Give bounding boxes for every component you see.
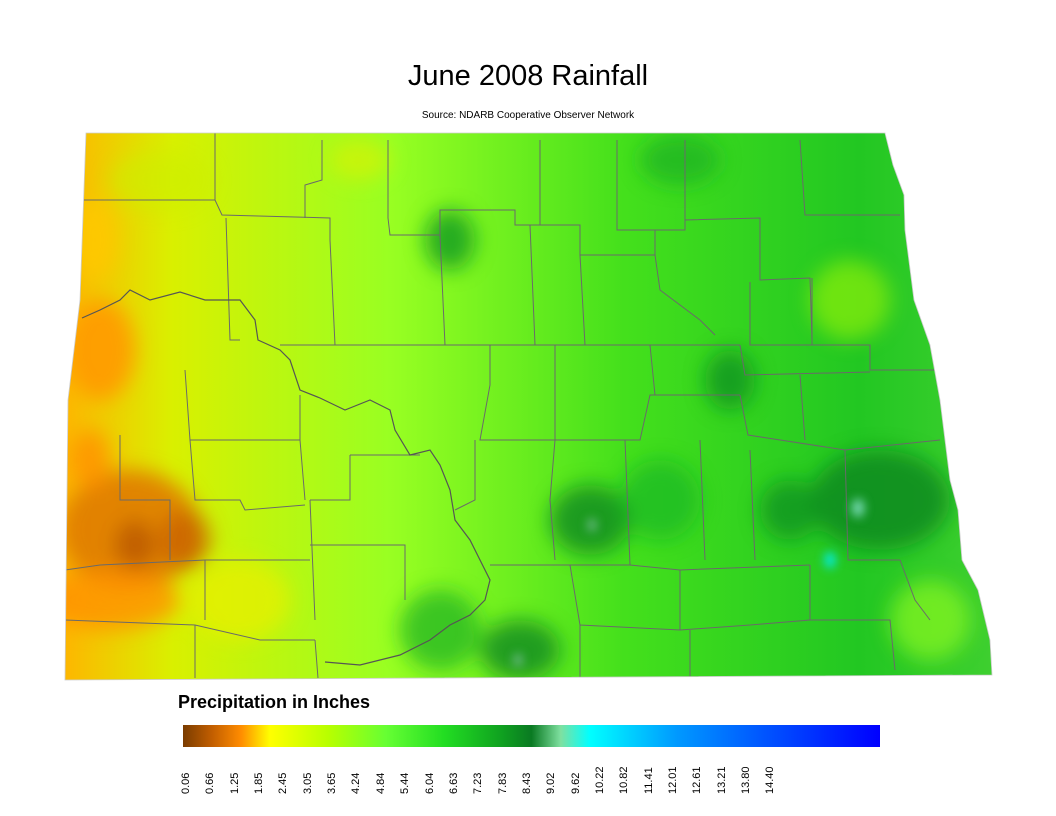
legend-tick: 7.83 <box>495 756 509 796</box>
legend-tick: 13.80 <box>738 756 752 796</box>
legend-tick-label: 5.44 <box>399 772 412 794</box>
legend-tick: 11.41 <box>641 756 655 796</box>
legend-tick: 5.44 <box>397 756 411 796</box>
legend-tick-label: 6.04 <box>423 772 436 794</box>
legend-tick-label: 0.66 <box>204 772 217 794</box>
legend-tick-label: 13.21 <box>715 766 728 794</box>
legend-tick-label: 1.85 <box>253 772 266 794</box>
legend-tick: 6.63 <box>446 756 460 796</box>
legend-color-bar <box>183 725 880 747</box>
legend-tick: 2.45 <box>275 756 289 796</box>
map-subtitle: Source: NDARB Cooperative Observer Netwo… <box>421 110 635 121</box>
legend-tick-label: 7.23 <box>472 772 485 794</box>
legend-tick-label: 4.24 <box>350 772 363 794</box>
legend-tick-label: 4.84 <box>374 772 387 794</box>
legend-tick: 13.21 <box>714 756 728 796</box>
legend-tick-label: 10.22 <box>593 766 606 794</box>
legend-tick: 4.24 <box>348 756 362 796</box>
legend-tick-label: 1.25 <box>228 772 241 794</box>
legend-tick-label: 0.06 <box>180 772 192 794</box>
legend-tick: 1.85 <box>251 756 265 796</box>
legend-tick: 12.61 <box>689 756 703 796</box>
legend-tick-label: 6.63 <box>447 772 460 794</box>
precipitation-surface <box>65 133 992 680</box>
missouri-river <box>81 289 491 666</box>
legend-tick-label: 11.41 <box>642 767 655 794</box>
legend-tick: 0.06 <box>178 756 192 796</box>
legend-tick: 1.25 <box>227 756 241 796</box>
legend-tick-label: 9.62 <box>569 772 582 794</box>
legend-tick-label: 14.40 <box>764 766 777 794</box>
legend-tick: 8.43 <box>519 756 533 796</box>
legend-tick: 0.66 <box>202 756 216 796</box>
legend-tick: 6.04 <box>422 756 436 796</box>
legend-tick: 7.23 <box>470 756 484 796</box>
legend-tick-label: 13.80 <box>740 766 753 794</box>
legend-tick-label: 7.83 <box>496 772 509 794</box>
legend-tick-label: 12.01 <box>667 766 679 794</box>
legend-tick-label: 12.61 <box>691 766 704 794</box>
map-title: June 2008 Rainfall <box>407 60 649 92</box>
legend-tick: 10.22 <box>592 756 606 796</box>
legend-tick-label: 10.82 <box>618 766 631 794</box>
legend-tick: 3.65 <box>324 756 338 796</box>
legend-tick-label: 3.05 <box>301 772 314 794</box>
legend-tick: 9.02 <box>543 756 557 796</box>
legend-tick: 10.82 <box>616 756 630 796</box>
legend-tick-label: 2.45 <box>277 772 290 794</box>
legend-tick: 14.40 <box>762 756 776 796</box>
legend-tick-label: 3.65 <box>326 772 339 794</box>
legend-tick: 9.62 <box>568 756 582 796</box>
legend-tick: 12.01 <box>665 756 679 796</box>
county-boundaries <box>65 133 941 680</box>
legend-tick: 3.05 <box>300 756 314 796</box>
legend-tick: 4.84 <box>373 756 387 796</box>
legend-title: Precipitation in Inches <box>178 692 371 712</box>
legend-tick-label: 9.02 <box>545 772 558 794</box>
legend-tick-label: 8.43 <box>520 772 533 794</box>
state-outline <box>64 132 993 681</box>
